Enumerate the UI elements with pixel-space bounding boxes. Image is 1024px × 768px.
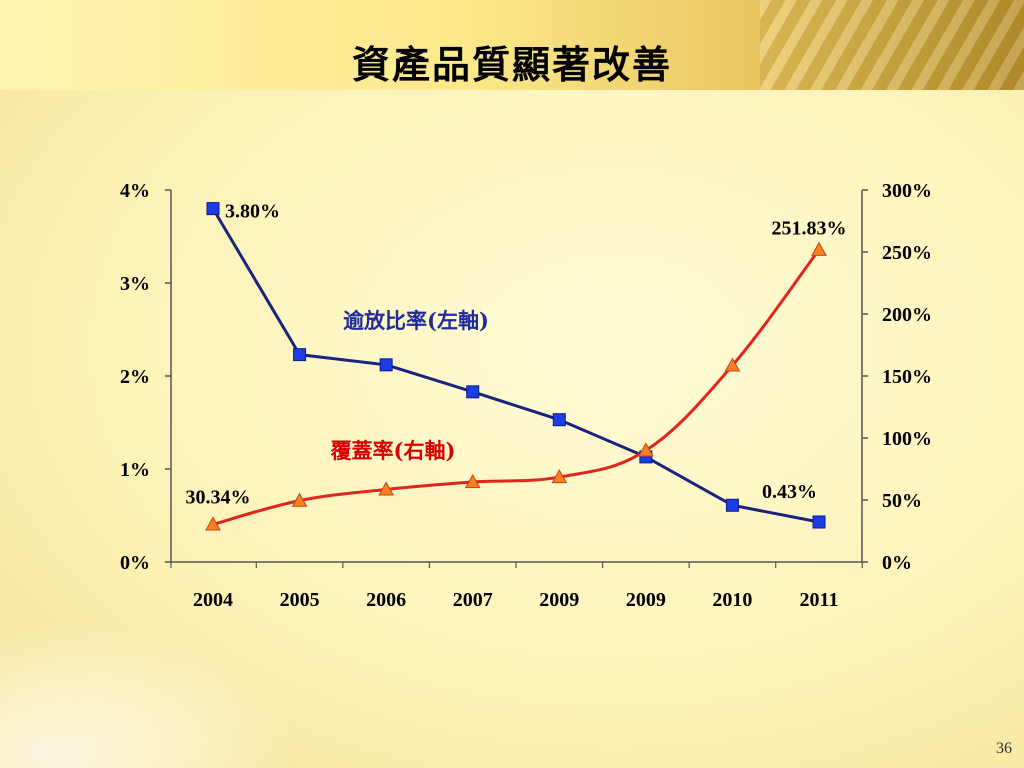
left-y-tick-label: 4% [120,180,150,202]
coverage-ratio-point [205,516,221,531]
npl-ratio-series-name: 逾放比率(左軸) [343,308,489,333]
npl-ratio-point [552,413,566,427]
npl-ratio-point [379,358,393,372]
x-tick-label: 2009 [626,589,666,611]
npl-ratio-point [466,385,480,399]
right-y-tick-label: 250% [882,242,932,264]
npl-ratio-point [293,348,307,362]
background-glow [0,620,300,768]
x-tick-label: 2006 [366,589,406,611]
data-label: 251.83% [772,218,847,240]
left-y-tick-label: 2% [120,366,150,388]
left-y-tick-label: 0% [120,552,150,574]
right-y-tick-label: 150% [882,366,932,388]
right-y-tick-label: 200% [882,304,932,326]
coverage-ratio-point [551,469,568,484]
right-y-tick-label: 100% [882,428,932,450]
npl-ratio-series-line [211,207,820,524]
npl-ratio-point [812,515,826,529]
npl-ratio-point [206,202,220,216]
x-tick-label: 2011 [800,589,839,611]
right-y-tick-label: 300% [882,180,932,202]
coverage-ratio-point [638,442,654,457]
coverage-ratio-point [464,473,481,489]
coverage-ratio-point [724,357,741,372]
right-y-tick-label: 0% [882,552,912,574]
header-band [0,0,1024,90]
left-y-tick-label: 1% [120,459,150,481]
coverage-ratio-point [378,481,394,496]
header-decoration [760,0,1024,90]
coverage-ratio-series-name: 覆蓋率(右軸) [331,438,456,463]
npl-ratio-point [725,498,739,512]
page-number: 36 [996,740,1012,757]
coverage-ratio-series-line [212,248,821,526]
data-label: 0.43% [762,481,817,503]
left-y-tick-label: 3% [120,273,150,295]
x-tick-label: 2009 [539,589,579,611]
right-y-tick-label: 50% [882,490,922,512]
x-tick-label: 2004 [193,589,233,611]
x-tick-label: 2010 [712,589,752,611]
data-label: 3.80% [225,201,280,223]
slide-title: 資產品質顯著改善 [351,42,672,87]
coverage-ratio-point [291,492,308,507]
x-tick-label: 2005 [280,589,320,611]
data-label: 30.34% [186,486,251,508]
coverage-ratio-point [811,241,827,256]
x-tick-label: 2007 [453,589,493,611]
